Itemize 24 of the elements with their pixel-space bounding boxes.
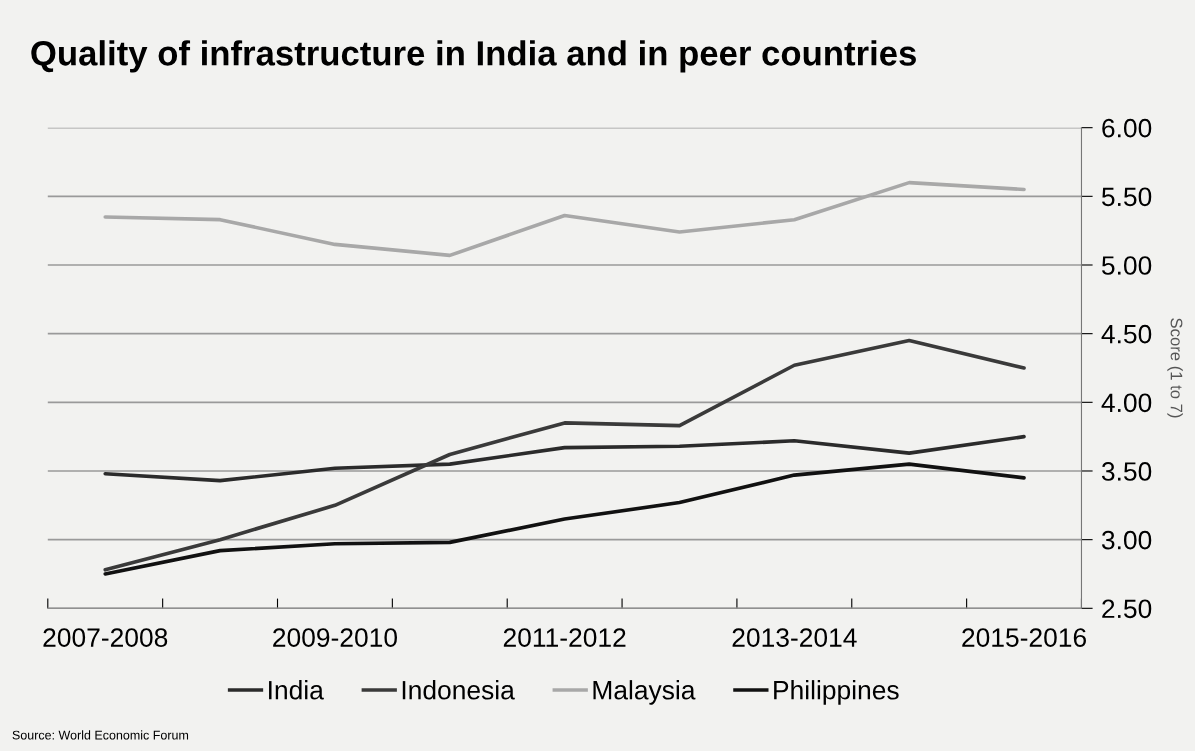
- line-series: [103, 180, 1026, 258]
- y-tick-label: 3.00: [1101, 530, 1152, 550]
- y-tick-label: 4.00: [1101, 393, 1152, 413]
- source-note: Source: World Economic Forum: [12, 730, 189, 740]
- legend-label: India: [269, 680, 324, 700]
- y-tick-label: 6.00: [1102, 118, 1152, 138]
- line-series: [103, 462, 1026, 576]
- x-tick-label: 2007-2008: [43, 628, 168, 647]
- x-tick-label: 2013-2014: [732, 628, 857, 647]
- y-axis-title: Score (1 to 7): [1167, 318, 1183, 418]
- y-tick-label: 2.50: [1102, 599, 1152, 619]
- legend-label: Malaysia: [593, 680, 696, 705]
- x-tick-label: 2011-2012: [503, 628, 626, 647]
- y-tick-label: 5.00: [1101, 256, 1152, 275]
- x-tick-label: 2015-2016: [962, 628, 1086, 647]
- legend-label: Philippines: [774, 680, 899, 705]
- x-tick-label: 2009-2010: [273, 628, 398, 647]
- y-tick-label: 4.50: [1101, 324, 1152, 344]
- legend-label: Indonesia: [402, 680, 515, 700]
- chart-title: Quality of infrastructure in India and in peer countries: [31, 40, 916, 73]
- y-tick-label: 3.50: [1101, 462, 1152, 481]
- line-series: [103, 338, 1026, 572]
- y-tick-label: 5.50: [1101, 187, 1152, 207]
- line-series: [103, 434, 1026, 483]
